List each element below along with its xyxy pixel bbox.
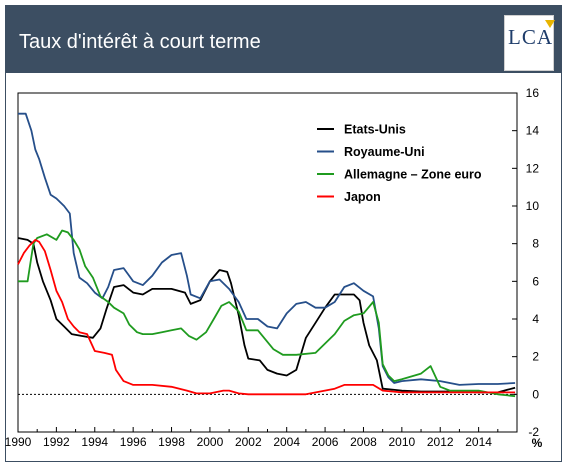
y-tick-label: -2	[528, 425, 539, 439]
y-tick-label: 16	[526, 86, 540, 100]
plot-area	[17, 92, 518, 433]
x-tick-label: 2004	[273, 435, 300, 449]
x-tick-label: 1998	[158, 435, 185, 449]
page-title: Taux d'intérêt à court terme	[19, 31, 261, 53]
series-line-0	[17, 237, 516, 394]
x-tick-label: 2000	[197, 435, 224, 449]
x-tick-label: 1996	[120, 435, 147, 449]
x-tick-label: 2008	[350, 435, 377, 449]
legend-label-0: Etats-Unis	[344, 123, 406, 137]
legend: Etats-Unis Royaume-Uni Allemagne – Zone eu…	[317, 123, 482, 204]
header-bar: Taux d'intérêt à court terme LCA	[5, 5, 562, 72]
y-tick-label: 14	[526, 124, 540, 138]
legend-label-3: Japon	[344, 190, 381, 204]
y-unit-label: %	[532, 436, 543, 450]
logo-text: LCA	[508, 25, 553, 49]
logo-accent-icon	[545, 20, 555, 28]
legend-label-1: Royaume-Uni	[344, 145, 425, 159]
logo: LCA	[504, 15, 555, 71]
y-tick-label: 10	[526, 199, 540, 213]
x-tick-label: 2014	[465, 435, 492, 449]
x-tick-label: 1994	[81, 435, 108, 449]
chart-frame	[5, 72, 562, 462]
series-line-3	[17, 239, 516, 396]
series-layer	[17, 112, 516, 398]
x-tick-label: 2010	[388, 435, 415, 449]
x-tick-label: 1992	[43, 435, 70, 449]
x-tick-label: 2002	[235, 435, 262, 449]
y-tick-label: 8	[532, 237, 539, 251]
y-tick-label: 12	[526, 161, 540, 175]
x-tick-label: 2012	[427, 435, 454, 449]
y-tick-label: 0	[532, 387, 539, 401]
plot-border	[17, 92, 518, 433]
series-line-2	[18, 229, 516, 398]
y-tick-label: 6	[532, 274, 539, 288]
axis-layer: -2 0 2 4 6 8 10 12 14 16 1990 1992 1994 1996 1998 2000 2…	[5, 86, 543, 450]
legend-label-2: Allemagne – Zone euro	[344, 168, 482, 182]
x-tick-label: 2006	[312, 435, 339, 449]
x-tick-label: 1990	[5, 435, 32, 449]
y-tick-label: 2	[532, 350, 539, 364]
y-tick-label: 4	[532, 312, 539, 326]
